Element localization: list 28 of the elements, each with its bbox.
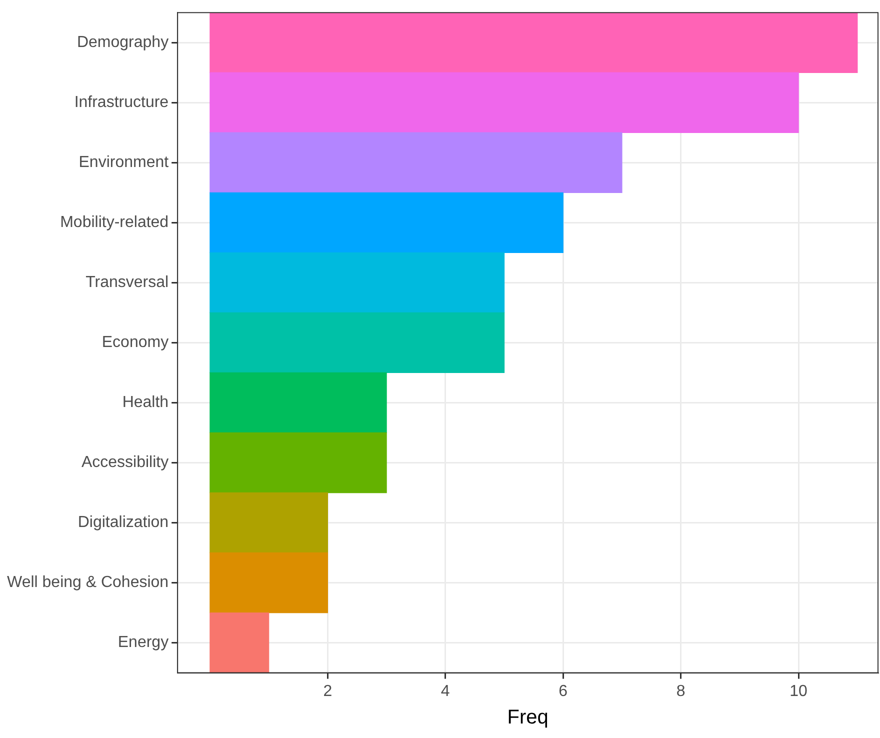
bar — [210, 372, 387, 434]
y-tick-label: Environment — [78, 154, 170, 172]
x-tick-label: 2 — [323, 682, 332, 700]
bar — [210, 552, 328, 614]
y-tick-label: Health — [122, 394, 169, 412]
x-tick-label: 10 — [790, 682, 808, 700]
y-tick-label: Infrastructure — [74, 94, 169, 112]
y-tick-label: Demography — [76, 34, 169, 52]
y-tick-label: Mobility-related — [60, 214, 169, 232]
bar — [210, 432, 387, 494]
y-tick-label: Accessibility — [81, 454, 169, 472]
x-tick-label: 6 — [558, 682, 568, 700]
y-tick-label: Well being & Cohesion — [7, 574, 169, 592]
y-tick-label: Transversal — [86, 274, 169, 292]
bar — [210, 132, 622, 193]
bar — [210, 612, 270, 673]
bar — [210, 12, 858, 73]
bar — [210, 312, 505, 374]
x-tick-label: 8 — [676, 682, 686, 700]
bar — [210, 192, 564, 254]
y-tick-label: Energy — [118, 634, 169, 652]
bar — [210, 72, 799, 133]
x-axis-title: Freq — [507, 706, 548, 729]
y-tick-label: Digitalization — [78, 514, 169, 532]
bar — [210, 492, 328, 554]
bar — [210, 252, 505, 314]
x-tick-label: 4 — [440, 682, 450, 700]
y-tick-label: Economy — [102, 334, 169, 352]
